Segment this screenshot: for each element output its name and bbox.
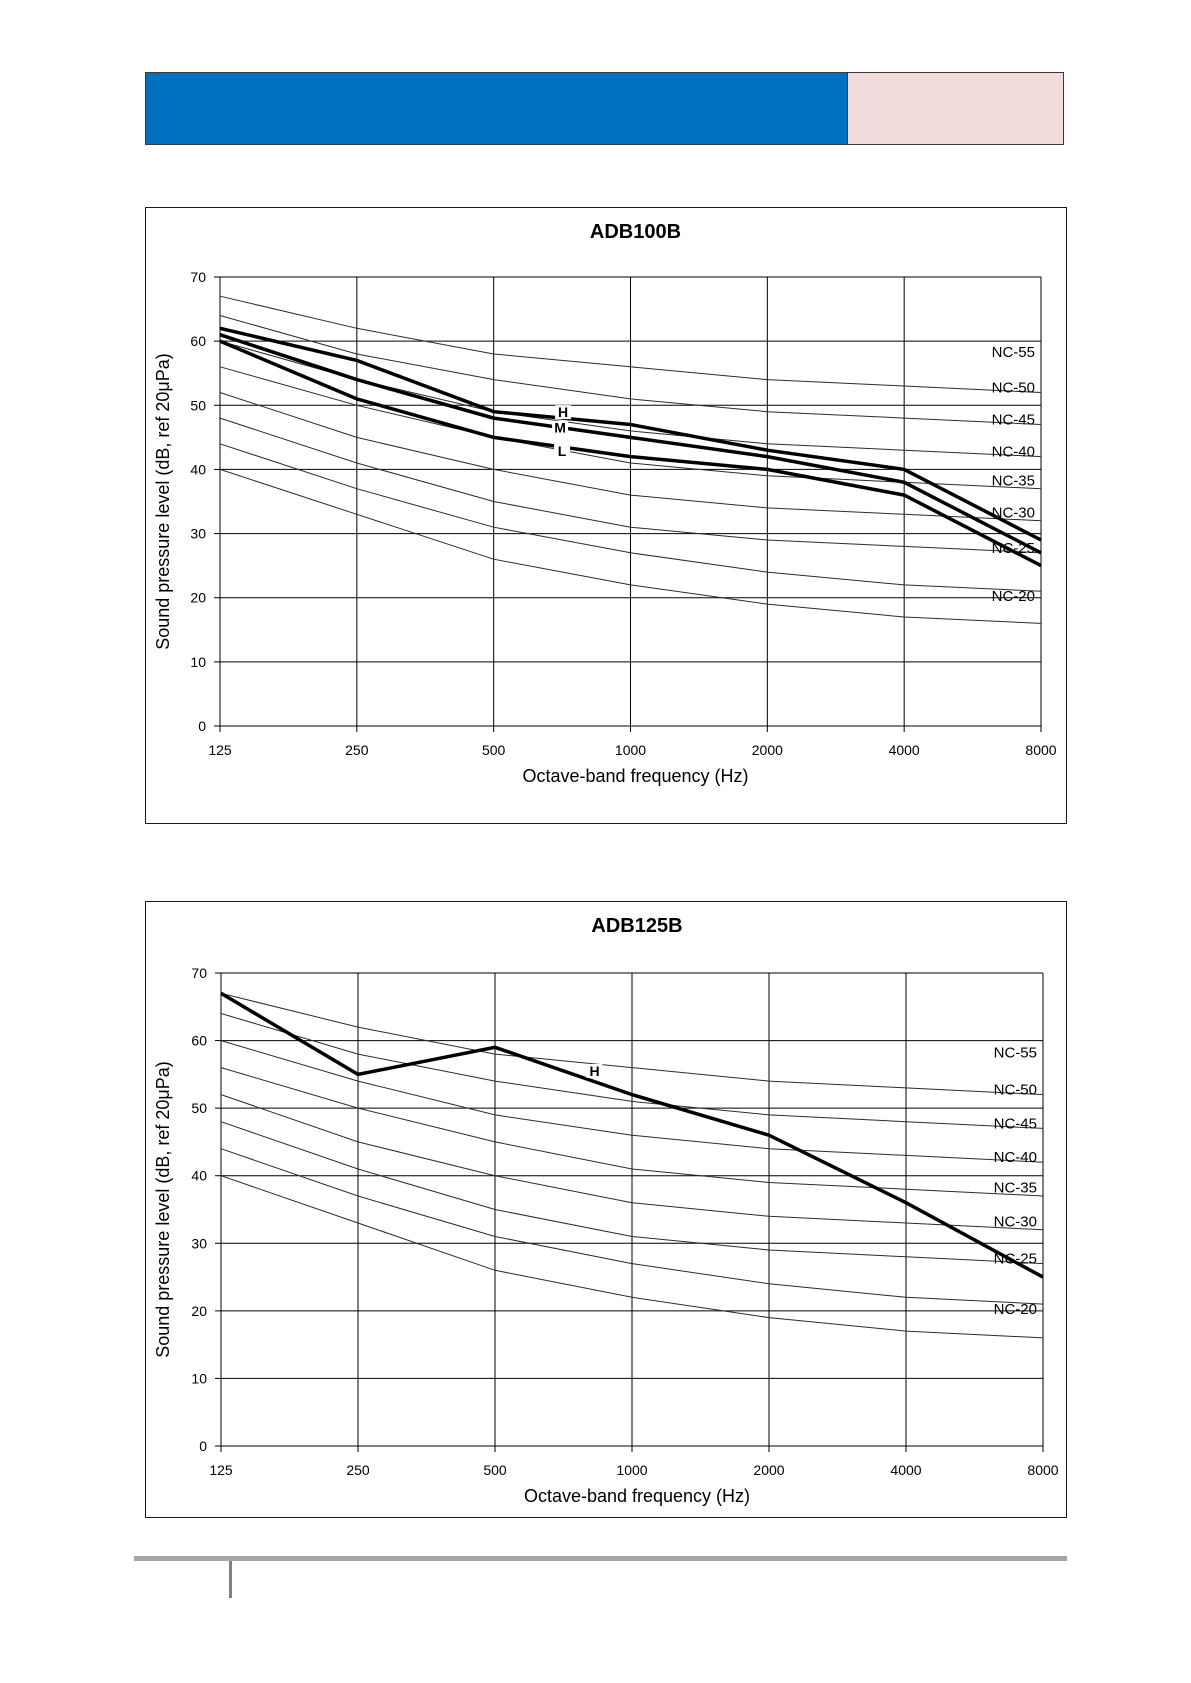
chart1-nc-45-label: NC-45	[992, 412, 1035, 429]
chart1-xtick-250: 250	[345, 742, 369, 758]
chart1-nc-35-label: NC-35	[992, 472, 1035, 489]
chart2-series-h-line	[220, 991, 1044, 1279]
chart2-xtick-500: 500	[483, 1462, 507, 1478]
chart1-xtick-125: 125	[208, 742, 232, 758]
chart1-ytick-0: 0	[198, 718, 206, 734]
chart2-nc-40-curve	[220, 1067, 1044, 1197]
footer-tick	[229, 1561, 232, 1598]
chart2-xtick-250: 250	[346, 1462, 370, 1478]
header-band	[145, 72, 1064, 145]
chart1-xtick-1000: 1000	[615, 742, 646, 758]
chart2-ytick-0: 0	[199, 1438, 207, 1454]
chart2-nc-30-label: NC-30	[994, 1213, 1037, 1230]
chart2-nc-20-label: NC-20	[994, 1301, 1037, 1318]
chart1-nc-30-label: NC-30	[992, 505, 1035, 522]
chart2-nc-35-curve	[220, 1094, 1044, 1231]
chart1-xlabel: Octave-band frequency (Hz)	[522, 766, 748, 786]
chart2-xtick-125: 125	[209, 1462, 233, 1478]
chart2-xtick-2000: 2000	[753, 1462, 784, 1478]
chart1-series-m-line	[219, 333, 1042, 555]
chart1-ytick-20: 20	[190, 590, 206, 606]
chart1-ylabel: Sound pressure level (dB, ref 20μPa)	[153, 353, 173, 650]
chart1-series-l-label-bg	[554, 443, 571, 458]
chart2-ytick-10: 10	[191, 1370, 207, 1386]
chart-adb100b: ADB100B 0 10 20 30 40 50 60 70 125 250 500 1000 2000 4…	[145, 207, 1067, 824]
chart2-series-h-label: H	[589, 1063, 599, 1079]
chart2-nc-50-label: NC-50	[994, 1082, 1037, 1099]
chart1-nc-50-label: NC-50	[992, 379, 1035, 396]
chart2-ytick-30: 30	[191, 1235, 207, 1251]
chart-adb125b: ADB125B 0 10 20 30 40 50 60 70 125 250 500 1000 2000 4…	[145, 901, 1067, 1518]
chart2-xlabel: Octave-band frequency (Hz)	[524, 1486, 750, 1506]
chart2-nc-55-label: NC-55	[994, 1044, 1037, 1061]
chart2-title: ADB125B	[591, 915, 682, 937]
chart2-nc-45-curve	[220, 1040, 1044, 1163]
chart1-series-l-label: L	[558, 443, 567, 459]
chart2-ytick-70: 70	[191, 965, 207, 981]
chart2-nc-55-curve	[220, 992, 1044, 1096]
chart1-series-h-line	[219, 326, 1042, 542]
chart2-ytick-20: 20	[191, 1303, 207, 1319]
chart1-nc-20-curve	[219, 468, 1042, 624]
header-blue-block	[146, 73, 847, 144]
chart2-nc-30-curve	[220, 1121, 1044, 1265]
chart1-nc-35-curve	[219, 392, 1042, 522]
chart2-xtick-4000: 4000	[890, 1462, 921, 1478]
chart2-nc-40-label: NC-40	[994, 1149, 1037, 1166]
chart1-series-h-label-bg	[555, 405, 572, 420]
chart2-nc-50-curve	[220, 1013, 1044, 1129]
chart1-nc-20-label: NC-20	[992, 588, 1035, 605]
chart1-ytick-10: 10	[190, 654, 206, 670]
chart2-nc-35-label: NC-35	[994, 1180, 1037, 1197]
chart2-nc-45-label: NC-45	[994, 1115, 1037, 1132]
chart1-nc-30-curve	[219, 417, 1042, 554]
chart1-xtick-500: 500	[482, 742, 506, 758]
chart2-xtick-8000: 8000	[1027, 1462, 1058, 1478]
chart1-series-m-label-bg	[552, 420, 569, 435]
chart1-nc-25-curve	[219, 443, 1042, 592]
chart2-ytick-40: 40	[191, 1168, 207, 1184]
chart2-ylabel: Sound pressure level (dB, ref 20μPa)	[153, 1061, 173, 1358]
chart1-nc-50-curve	[219, 315, 1042, 425]
chart2-xtick-1000: 1000	[616, 1462, 647, 1478]
chart1-nc-55-label: NC-55	[992, 344, 1035, 361]
chart1-ytick-60: 60	[190, 333, 206, 349]
chart2-ytick-60: 60	[191, 1033, 207, 1049]
chart1-ytick-40: 40	[190, 461, 206, 477]
chart1-ytick-70: 70	[190, 269, 206, 285]
chart1-series-h-label: H	[558, 404, 568, 420]
chart1-series-l-line	[219, 339, 1042, 568]
chart-adb125b-svg: ADB125B 0 10 20 30 40 50 60 70 125 250 500 1000 2000 4…	[153, 915, 1059, 1506]
chart1-nc-40-label: NC-40	[992, 444, 1035, 461]
chart-adb100b-svg: ADB100B 0 10 20 30 40 50 60 70 125 250 500 1000 2000 4…	[153, 221, 1057, 786]
chart1-nc-55-curve	[219, 295, 1042, 393]
chart1-xtick-2000: 2000	[752, 742, 783, 758]
header-pink-block	[847, 73, 1063, 144]
chart2-nc-25-curve	[220, 1148, 1044, 1305]
chart1-xtick-8000: 8000	[1025, 742, 1056, 758]
chart1-ytick-30: 30	[190, 526, 206, 542]
footer-rule	[134, 1556, 1067, 1561]
chart2-nc-20-curve	[220, 1175, 1044, 1339]
chart1-xtick-4000: 4000	[889, 742, 920, 758]
chart2-series-h-label-bg	[586, 1063, 603, 1078]
chart1-title: ADB100B	[590, 221, 681, 243]
chart2-ytick-50: 50	[191, 1100, 207, 1116]
chart1-ytick-50: 50	[190, 397, 206, 413]
chart1-series-m-label: M	[554, 420, 566, 436]
